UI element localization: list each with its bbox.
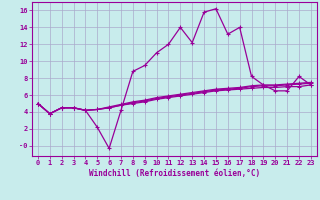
X-axis label: Windchill (Refroidissement éolien,°C): Windchill (Refroidissement éolien,°C) [89, 169, 260, 178]
